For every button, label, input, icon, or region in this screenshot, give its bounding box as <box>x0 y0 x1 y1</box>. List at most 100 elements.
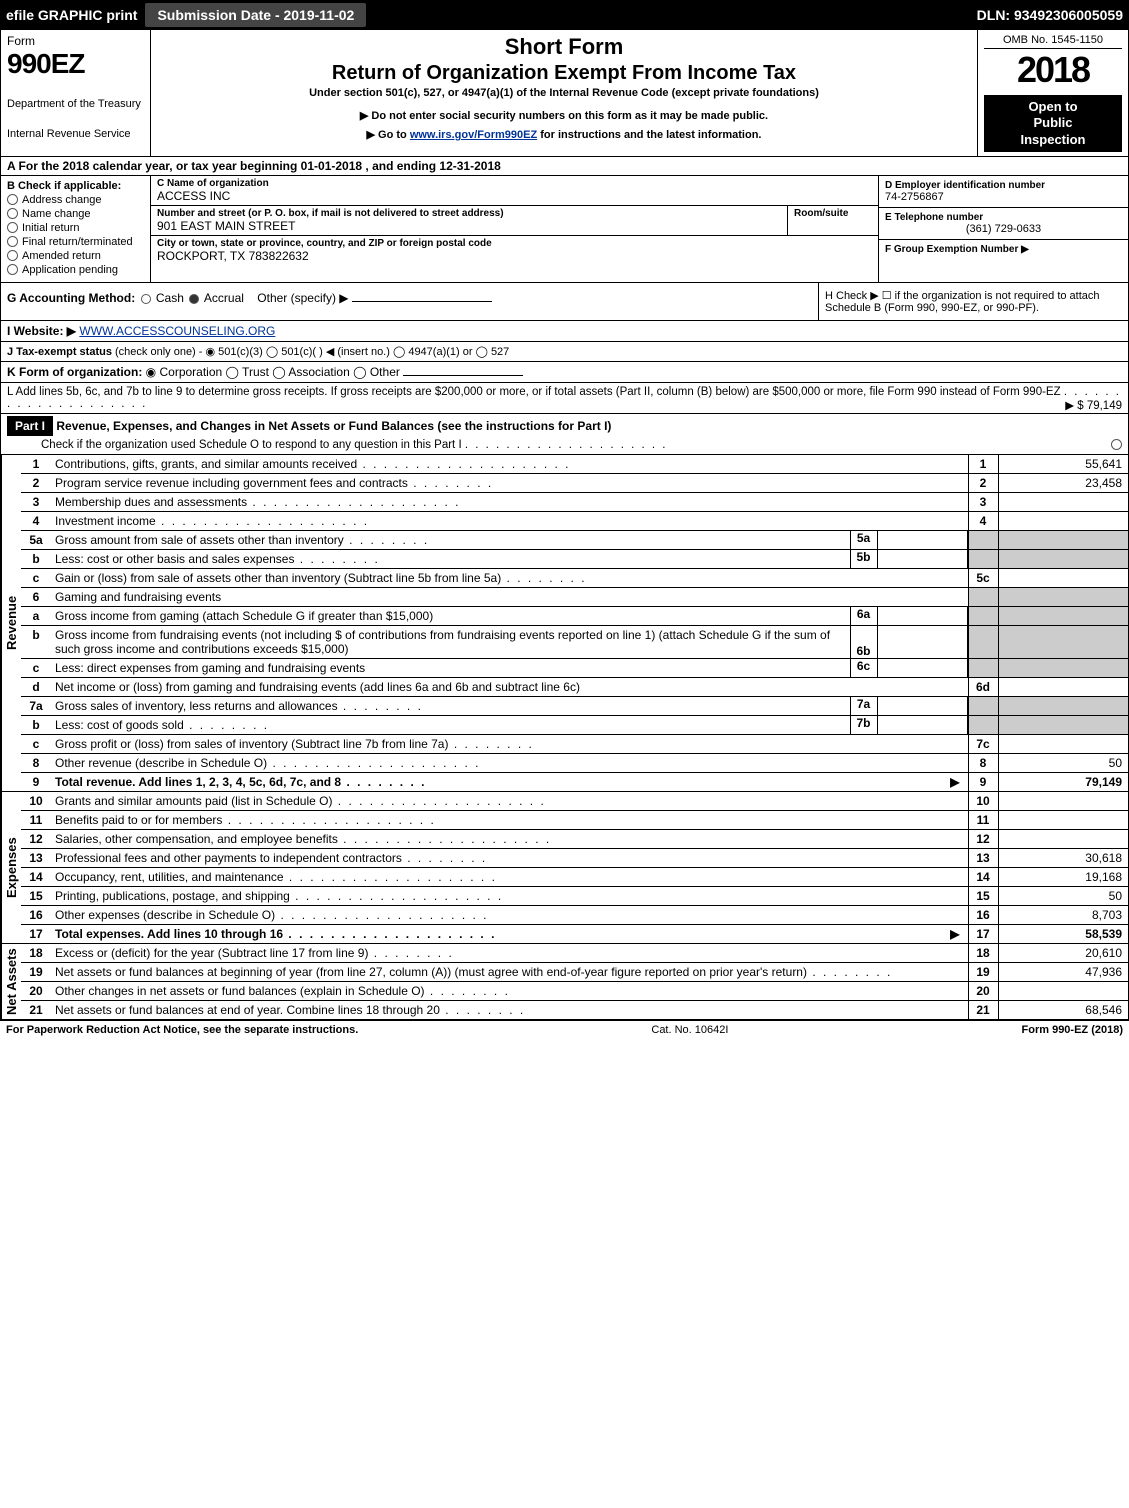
do-not-enter: ▶ Do not enter social security numbers o… <box>159 109 969 122</box>
part1-tag: Part I <box>7 416 53 436</box>
k-label: K Form of organization: <box>7 365 142 379</box>
table-row: 4Investment income4 <box>21 511 1128 530</box>
table-row: 3Membership dues and assessments3 <box>21 492 1128 511</box>
table-row: bGross income from fundraising events (n… <box>21 625 1128 658</box>
header-center: Short Form Return of Organization Exempt… <box>151 30 978 156</box>
row-a: A For the 2018 calendar year, or tax yea… <box>0 157 1129 176</box>
table-row: 18Excess or (deficit) for the year (Subt… <box>21 944 1128 963</box>
chk-app-pending[interactable]: Application pending <box>7 264 144 276</box>
room-label: Room/suite <box>794 208 872 219</box>
section-h: H Check ▶ ☐ if the organization is not r… <box>818 283 1128 320</box>
goto-pre: ▶ Go to <box>367 129 410 141</box>
table-row: 14Occupancy, rent, utilities, and mainte… <box>21 867 1128 886</box>
netassets-table: 18Excess or (deficit) for the year (Subt… <box>21 944 1128 1019</box>
j-rest: (check only one) - ◉ 501(c)(3) ◯ 501(c)(… <box>115 346 509 358</box>
table-row: 13Professional fees and other payments t… <box>21 848 1128 867</box>
open-line3: Inspection <box>986 132 1120 148</box>
part1-checkbox[interactable] <box>1111 439 1122 450</box>
expenses-label: Expenses <box>1 792 21 943</box>
expenses-table: 10Grants and similar amounts paid (list … <box>21 792 1128 943</box>
cash-label: Cash <box>156 291 184 305</box>
d-label: D Employer identification number <box>885 180 1122 191</box>
revenue-table: 1Contributions, gifts, grants, and simil… <box>21 455 1128 791</box>
table-row: 12Salaries, other compensation, and empl… <box>21 829 1128 848</box>
revenue-label: Revenue <box>1 455 21 791</box>
chk-initial-return[interactable]: Initial return <box>7 222 144 234</box>
section-g: G Accounting Method: Cash Accrual Other … <box>1 283 818 320</box>
b-title: B Check if applicable: <box>7 180 144 192</box>
row-j: J Tax-exempt status (check only one) - ◉… <box>0 342 1129 362</box>
part1-sub: Check if the organization used Schedule … <box>41 439 462 451</box>
form-number: 990EZ <box>7 48 144 80</box>
open-public: Open to Public Inspection <box>984 95 1122 152</box>
city-label: City or town, state or province, country… <box>157 238 872 249</box>
row-a-end: 12-31-2018 <box>439 159 500 173</box>
chk-address-change[interactable]: Address change <box>7 194 144 206</box>
g-label: G Accounting Method: <box>7 291 135 305</box>
table-row: 1Contributions, gifts, grants, and simil… <box>21 455 1128 474</box>
table-row: 6Gaming and fundraising events <box>21 587 1128 606</box>
k-other-input[interactable] <box>403 375 523 376</box>
section-b: B Check if applicable: Address change Na… <box>1 176 151 282</box>
accrual-label: Accrual <box>204 291 244 305</box>
other-label: Other (specify) ▶ <box>257 291 348 305</box>
footer-mid: Cat. No. 10642I <box>358 1024 1021 1036</box>
dept-treasury: Department of the Treasury <box>7 98 144 110</box>
table-row: 5aGross amount from sale of assets other… <box>21 530 1128 549</box>
section-c: C Name of organization ACCESS INC Number… <box>151 176 878 282</box>
ein: 74-2756867 <box>885 191 1122 203</box>
l-amt: ▶ $ 79,149 <box>1065 398 1122 412</box>
expenses-section: Expenses 10Grants and similar amounts pa… <box>0 792 1129 944</box>
l-text: L Add lines 5b, 6c, and 7b to line 9 to … <box>7 386 1061 398</box>
footer-left: For Paperwork Reduction Act Notice, see … <box>6 1024 358 1036</box>
efile-label: efile GRAPHIC print <box>6 7 137 23</box>
netassets-label: Net Assets <box>1 944 21 1019</box>
website-link[interactable]: WWW.ACCESSCOUNSELING.ORG <box>79 324 275 338</box>
part1-title: Revenue, Expenses, and Changes in Net As… <box>56 419 611 433</box>
k-rest: ◉ Corporation ◯ Trust ◯ Association ◯ Ot… <box>146 365 400 379</box>
org-name: ACCESS INC <box>157 189 872 203</box>
radio-accrual[interactable] <box>189 294 199 304</box>
table-row: 20Other changes in net assets or fund ba… <box>21 981 1128 1000</box>
chk-name-change[interactable]: Name change <box>7 208 144 220</box>
table-row: 9Total revenue. Add lines 1, 2, 3, 4, 5c… <box>21 772 1128 791</box>
chk-amended[interactable]: Amended return <box>7 250 144 262</box>
j-label: J Tax-exempt status <box>7 346 112 358</box>
topbar: efile GRAPHIC print Submission Date - 20… <box>0 0 1129 30</box>
row-a-begin: 01-01-2018 <box>301 159 362 173</box>
return-title: Return of Organization Exempt From Incom… <box>159 62 969 85</box>
table-row: aGross income from gaming (attach Schedu… <box>21 606 1128 625</box>
table-row: 19Net assets or fund balances at beginni… <box>21 962 1128 981</box>
row-a-pre: A For the 2018 calendar year, or tax yea… <box>7 159 301 173</box>
page-footer: For Paperwork Reduction Act Notice, see … <box>0 1020 1129 1039</box>
table-row: 15Printing, publications, postage, and s… <box>21 886 1128 905</box>
addr-label: Number and street (or P. O. box, if mail… <box>157 208 781 219</box>
table-row: bLess: cost or other basis and sales exp… <box>21 549 1128 568</box>
radio-cash[interactable] <box>141 294 151 304</box>
dln: DLN: 93492306005059 <box>977 7 1123 23</box>
table-row: 21Net assets or fund balances at end of … <box>21 1000 1128 1019</box>
row-l: L Add lines 5b, 6c, and 7b to line 9 to … <box>0 383 1129 414</box>
table-row: 11Benefits paid to or for members11 <box>21 810 1128 829</box>
goto-line: ▶ Go to www.irs.gov/Form990EZ for instru… <box>159 128 969 141</box>
footer-right: Form 990-EZ (2018) <box>1022 1024 1123 1036</box>
table-row: cGross profit or (loss) from sales of in… <box>21 734 1128 753</box>
chk-final-return[interactable]: Final return/terminated <box>7 236 144 248</box>
addr-val: 901 EAST MAIN STREET <box>157 219 781 233</box>
row-a-mid: , and ending <box>365 159 439 173</box>
city-val: ROCKPORT, TX 783822632 <box>157 249 872 263</box>
under-section: Under section 501(c), 527, or 4947(a)(1)… <box>159 87 969 99</box>
other-input[interactable] <box>352 301 492 302</box>
form-header: Form 990EZ Department of the Treasury In… <box>0 30 1129 157</box>
goto-link[interactable]: www.irs.gov/Form990EZ <box>410 129 537 141</box>
revenue-section: Revenue 1Contributions, gifts, grants, a… <box>0 455 1129 792</box>
row-i: I Website: ▶ WWW.ACCESSCOUNSELING.ORG <box>0 321 1129 342</box>
c-label: C Name of organization <box>157 178 872 189</box>
header-right: OMB No. 1545-1150 2018 Open to Public In… <box>978 30 1128 156</box>
submission-date: Submission Date - 2019-11-02 <box>145 3 366 27</box>
header-left: Form 990EZ Department of the Treasury In… <box>1 30 151 156</box>
open-line1: Open to <box>986 99 1120 115</box>
row-gh: G Accounting Method: Cash Accrual Other … <box>0 283 1129 321</box>
table-row: bLess: cost of goods sold7b <box>21 715 1128 734</box>
form-word: Form <box>7 34 144 48</box>
